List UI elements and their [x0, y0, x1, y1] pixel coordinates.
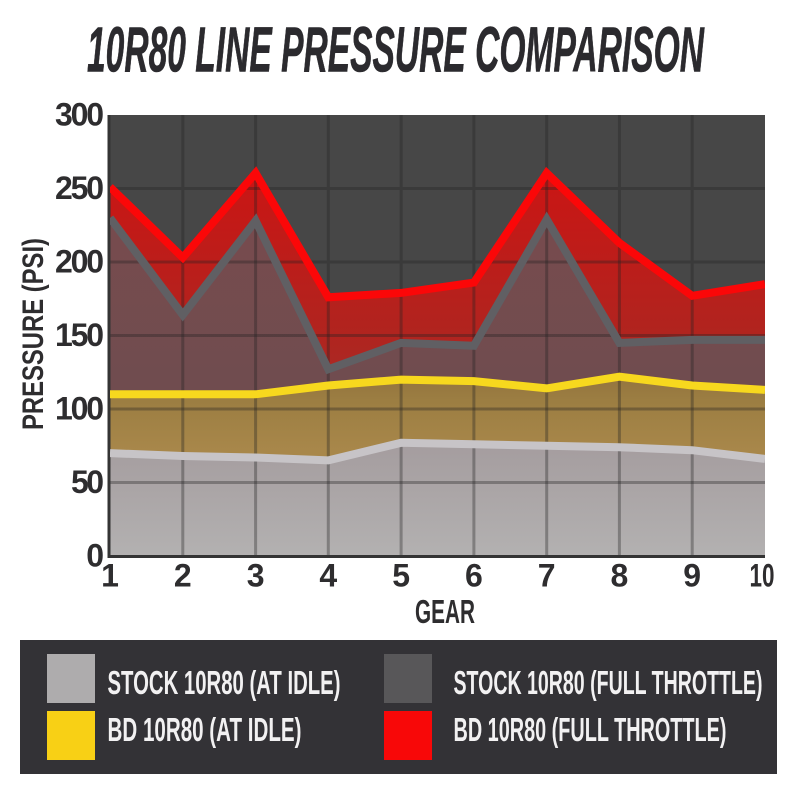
svg-text:100: 100	[55, 391, 104, 427]
svg-text:7: 7	[538, 558, 556, 594]
svg-text:8: 8	[611, 558, 629, 594]
svg-text:1: 1	[101, 558, 119, 594]
svg-text:4: 4	[319, 558, 337, 594]
svg-text:10: 10	[750, 558, 775, 594]
svg-text:2: 2	[174, 558, 192, 594]
svg-text:150: 150	[55, 317, 104, 353]
svg-text:300: 300	[55, 97, 104, 133]
svg-text:GEAR: GEAR	[415, 594, 475, 631]
svg-text:5: 5	[392, 558, 410, 594]
svg-text:9: 9	[683, 558, 701, 594]
svg-text:STOCK 10R80 (FULL THROTTLE): STOCK 10R80 (FULL THROTTLE)	[454, 664, 763, 701]
svg-text:200: 200	[55, 244, 104, 280]
svg-text:3: 3	[247, 558, 265, 594]
svg-text:BD 10R80 (FULL THROTTLE): BD 10R80 (FULL THROTTLE)	[454, 711, 727, 748]
svg-text:6: 6	[465, 558, 483, 594]
svg-text:0: 0	[86, 538, 104, 574]
svg-text:250: 250	[55, 170, 104, 206]
svg-text:BD 10R80 (AT IDLE): BD 10R80 (AT IDLE)	[108, 711, 302, 748]
svg-text:PRESSURE (PSI): PRESSURE (PSI)	[17, 238, 50, 430]
svg-text:10R80 LINE PRESSURE COMPARISON: 10R80 LINE PRESSURE COMPARISON	[87, 14, 705, 86]
svg-text:STOCK 10R80 (AT IDLE): STOCK 10R80 (AT IDLE)	[108, 664, 341, 701]
svg-text:50: 50	[71, 464, 104, 500]
